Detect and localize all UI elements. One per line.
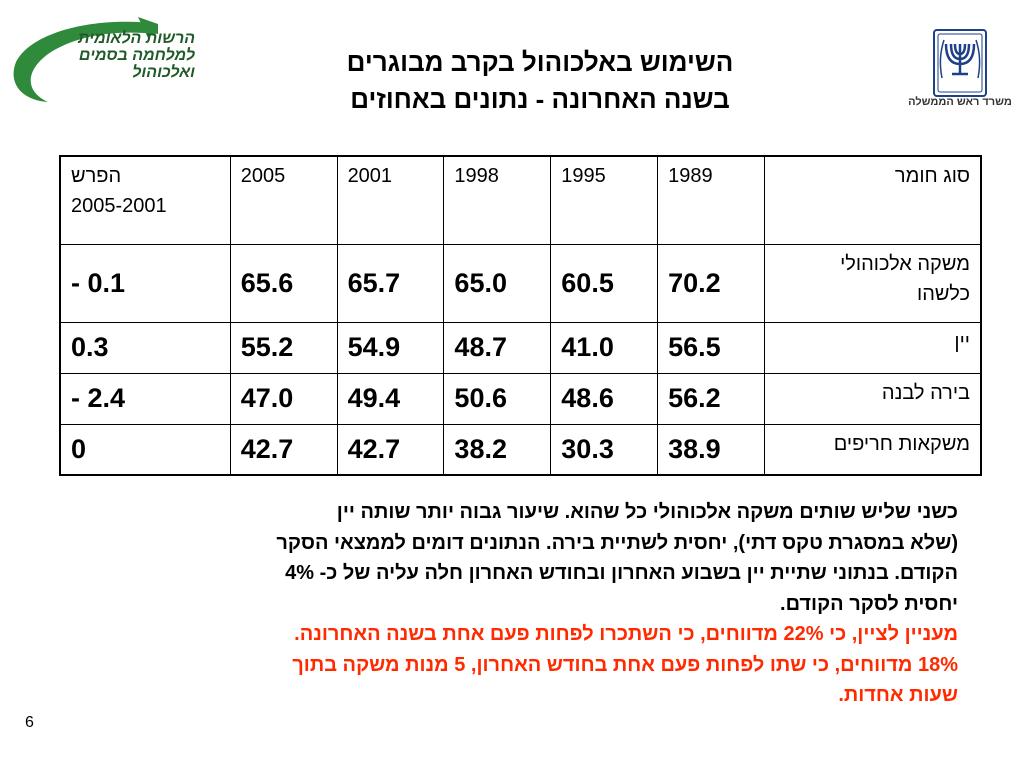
findings-line: (שלא במסגרת טקס דתי), יחסית לשתיית בירה.… bbox=[276, 531, 958, 554]
slide-title: השימוש באלכוהול בקרב מבוגרים בשנה האחרונ… bbox=[300, 44, 780, 118]
findings-line: יחסית לסקר הקודם. bbox=[780, 592, 958, 615]
table-cell: 65.7 bbox=[336, 243, 445, 323]
table-cell: 48.7 bbox=[443, 321, 552, 374]
header-difference-line: 2005-2001 bbox=[71, 195, 167, 217]
table-cell: 2.4 - bbox=[59, 372, 231, 425]
findings-text: כשני שליש שותים משקה אלכוהולי כל שהוא. ש… bbox=[55, 497, 958, 711]
table-row: משקאות חריפים 38.9 30.3 38.2 42.7 42.7 0 bbox=[59, 423, 982, 476]
logo-line: ואלכוהול bbox=[132, 64, 195, 81]
row-label-line: משקה אלכוהולי bbox=[840, 252, 970, 275]
highlight-line: שעות אחדות. bbox=[838, 684, 958, 706]
header-substance: סוג חומר bbox=[764, 155, 982, 245]
header-year: 1998 bbox=[443, 155, 552, 245]
table-cell: 65.0 bbox=[443, 243, 552, 323]
table-cell: 38.9 bbox=[657, 423, 765, 476]
header-year: 2001 bbox=[336, 155, 445, 245]
table-cell: 42.7 bbox=[229, 423, 338, 476]
row-label: משקאות חריפים bbox=[764, 423, 982, 476]
table-cell: 47.0 bbox=[229, 372, 338, 425]
table-cell: 56.2 bbox=[657, 372, 765, 425]
authority-logo: הרשות הלאומית למלחמה בסמים ואלכוהול bbox=[8, 14, 213, 109]
table-cell: 54.9 bbox=[336, 321, 445, 374]
header-year: 1989 bbox=[657, 155, 765, 245]
table-cell: 60.5 bbox=[550, 243, 659, 323]
highlight-line: מעניין לציין, כי 22% מדווחים, כי השתכרו … bbox=[294, 623, 958, 645]
table-cell: 55.2 bbox=[229, 321, 338, 374]
table-cell: 56.5 bbox=[657, 321, 765, 374]
row-label-line: כלשהו bbox=[917, 282, 970, 305]
title-line-1: השימוש באלכוהול בקרב מבוגרים bbox=[346, 47, 734, 77]
emblem-caption: משרד ראש הממשלה bbox=[908, 96, 1012, 108]
page-number: 6 bbox=[25, 714, 34, 731]
table-cell: 50.6 bbox=[443, 372, 552, 425]
table-cell: 48.6 bbox=[550, 372, 659, 425]
table-cell: 70.2 bbox=[657, 243, 765, 323]
table-cell: 0.1 - bbox=[59, 243, 231, 323]
table-cell: 0.3 bbox=[59, 321, 231, 374]
table-cell: 42.7 bbox=[336, 423, 445, 476]
table-row: יין 56.5 41.0 48.7 54.9 55.2 0.3 bbox=[59, 321, 982, 374]
logo-line: הרשות הלאומית bbox=[78, 30, 195, 47]
findings-line: כשני שליש שותים משקה אלכוהולי כל שהוא. ש… bbox=[336, 501, 958, 523]
table-cell: 41.0 bbox=[550, 321, 659, 374]
menorah-emblem-icon bbox=[930, 28, 990, 98]
table-cell: 38.2 bbox=[443, 423, 552, 476]
findings-line: הקודם. בנתוני שתיית יין בשבוע האחרון ובח… bbox=[285, 562, 958, 584]
row-label: בירה לבנה bbox=[764, 372, 982, 425]
table-row: בירה לבנה 56.2 48.6 50.6 49.4 47.0 2.4 - bbox=[59, 372, 982, 425]
logo-line: למלחמה בסמים bbox=[78, 47, 195, 64]
table-cell: 30.3 bbox=[550, 423, 659, 476]
table-cell: 65.6 bbox=[229, 243, 338, 323]
row-label: משקה אלכוהולי כלשהו bbox=[764, 243, 982, 323]
header-year: 1995 bbox=[550, 155, 659, 245]
header-difference-line: הפרש bbox=[71, 165, 122, 187]
logo-swoosh-icon bbox=[13, 17, 158, 102]
row-label: יין bbox=[764, 321, 982, 374]
alcohol-usage-table: סוג חומר 1989 1995 1998 2001 2005 הפרש 2… bbox=[59, 155, 982, 476]
title-line-2: בשנה האחרונה - נתונים באחוזים bbox=[350, 84, 730, 114]
table-cell: 0 bbox=[59, 423, 231, 476]
table-row: משקה אלכוהולי כלשהו 70.2 60.5 65.0 65.7 … bbox=[59, 243, 982, 323]
table-header-row: סוג חומר 1989 1995 1998 2001 2005 הפרש 2… bbox=[59, 155, 982, 245]
table-cell: 49.4 bbox=[336, 372, 445, 425]
header-year: 2005 bbox=[229, 155, 338, 245]
header-difference: הפרש 2005-2001 bbox=[59, 155, 231, 245]
highlight-line: 18% מדווחים, כי שתו לפחות פעם אחת בחודש … bbox=[292, 653, 958, 676]
